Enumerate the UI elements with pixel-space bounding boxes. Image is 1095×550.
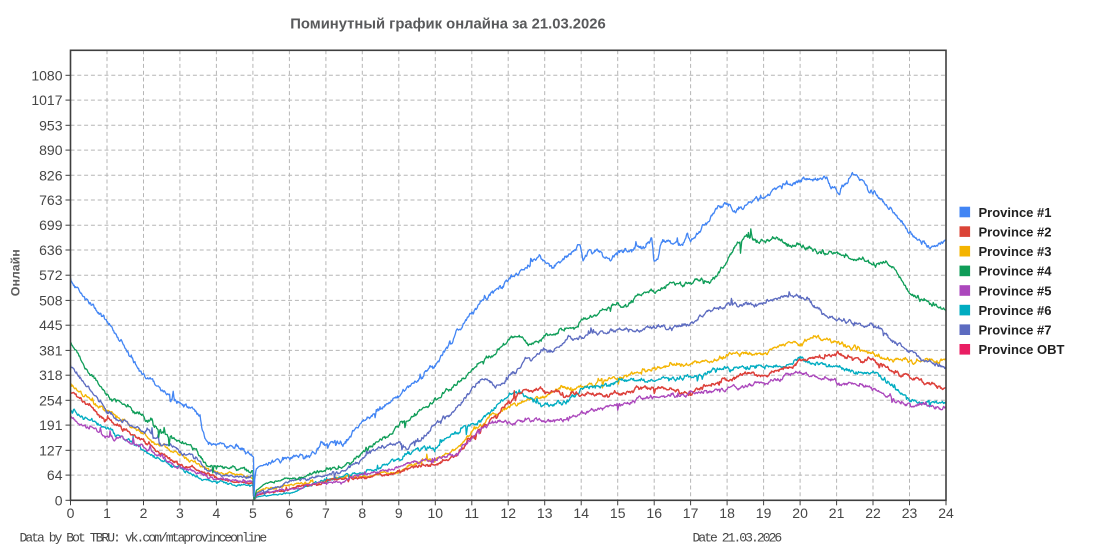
svg-text:18: 18	[719, 505, 735, 521]
svg-text:699: 699	[39, 217, 63, 233]
svg-text:763: 763	[39, 192, 63, 208]
svg-text:1017: 1017	[31, 92, 62, 108]
svg-text:Province #1: Province #1	[979, 205, 1052, 220]
svg-text:6: 6	[286, 505, 294, 521]
svg-text:Date 21.03.2026: Date 21.03.2026	[693, 530, 782, 545]
svg-text:953: 953	[39, 117, 63, 133]
svg-text:24: 24	[938, 505, 954, 521]
svg-text:16: 16	[646, 505, 662, 521]
svg-text:191: 191	[39, 417, 63, 433]
svg-text:12: 12	[500, 505, 516, 521]
svg-text:Data by Bot TBRU: vk.com/mtapr: Data by Bot TBRU: vk.com/mtaprovinceonli…	[20, 530, 267, 545]
svg-text:4: 4	[213, 505, 221, 521]
svg-text:17: 17	[683, 505, 699, 521]
svg-text:Province OBT: Province OBT	[979, 342, 1065, 357]
svg-text:0: 0	[67, 505, 75, 521]
svg-text:381: 381	[39, 342, 63, 358]
svg-text:8: 8	[358, 505, 366, 521]
svg-text:826: 826	[39, 167, 63, 183]
svg-text:19: 19	[756, 505, 772, 521]
svg-text:1080: 1080	[31, 67, 62, 83]
svg-text:Province #6: Province #6	[979, 303, 1052, 318]
svg-text:890: 890	[39, 142, 63, 158]
svg-text:2: 2	[140, 505, 148, 521]
svg-text:1: 1	[103, 505, 111, 521]
svg-text:445: 445	[39, 317, 63, 333]
svg-text:0: 0	[55, 492, 63, 508]
svg-text:Province #2: Province #2	[979, 224, 1052, 239]
svg-text:127: 127	[39, 442, 63, 458]
svg-text:318: 318	[39, 367, 63, 383]
svg-text:11: 11	[465, 505, 480, 521]
svg-text:9: 9	[395, 505, 403, 521]
svg-text:22: 22	[865, 505, 881, 521]
svg-text:Province #5: Province #5	[979, 283, 1052, 298]
svg-text:13: 13	[537, 505, 553, 521]
svg-text:64: 64	[47, 467, 63, 483]
svg-text:20: 20	[792, 505, 808, 521]
svg-text:7: 7	[322, 505, 330, 521]
svg-text:254: 254	[39, 392, 63, 408]
svg-text:Province #4: Province #4	[979, 264, 1053, 279]
svg-text:508: 508	[39, 292, 63, 308]
svg-text:10: 10	[428, 505, 444, 521]
svg-text:Province #3: Province #3	[979, 244, 1052, 259]
svg-text:572: 572	[39, 267, 63, 283]
svg-text:3: 3	[176, 505, 184, 521]
svg-text:5: 5	[249, 505, 257, 521]
svg-text:Province #7: Province #7	[979, 323, 1052, 338]
svg-text:Поминутный график онлайна за 2: Поминутный график онлайна за 21.03.2026	[290, 17, 605, 33]
svg-text:21: 21	[829, 505, 845, 521]
svg-text:14: 14	[573, 505, 589, 521]
svg-text:15: 15	[610, 505, 626, 521]
svg-text:23: 23	[902, 505, 918, 521]
svg-text:Онлайн: Онлайн	[9, 249, 23, 296]
svg-text:636: 636	[39, 242, 63, 258]
